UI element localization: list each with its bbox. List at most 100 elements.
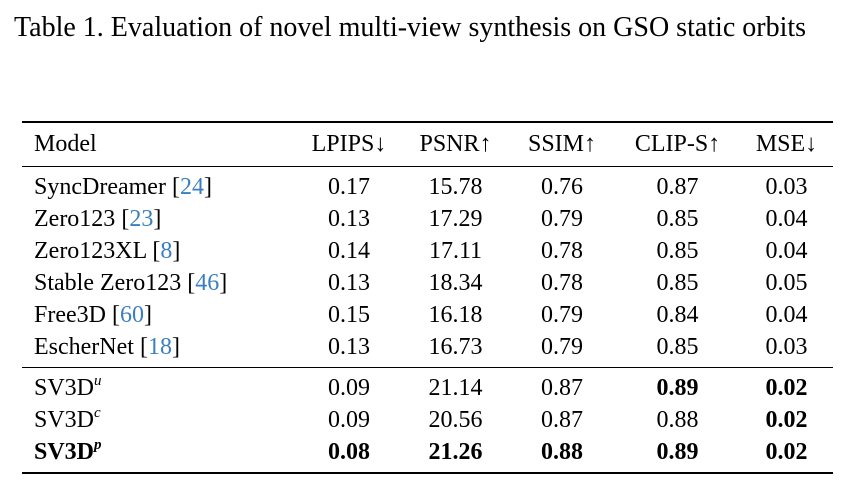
citation-bracket-close: ] (203, 174, 212, 200)
value-cell: 0.15 (328, 302, 370, 328)
header-clip-s: CLIP-S↑ (634, 131, 721, 157)
value-cell: 0.79 (541, 302, 583, 328)
value-cell: 0.13 (328, 270, 370, 296)
table-row: Stable Zero123 [46] 0.13 18.34 0.78 0.85 0.05 (22, 267, 833, 299)
citation-link[interactable]: 23 (129, 206, 154, 232)
value-cell: 0.88 (656, 407, 699, 433)
model-variant-superscript: u (94, 373, 102, 389)
value-cell: 0.76 (541, 174, 583, 200)
model-name-cell: Stable Zero123 [46] (22, 267, 296, 299)
model-name: Free3D (34, 302, 112, 328)
value-cell: 0.04 (765, 206, 808, 232)
citation-link[interactable]: 24 (179, 174, 204, 200)
model-name: Zero123 (34, 206, 122, 232)
table-row: SV3Du 0.09 21.14 0.87 0.89 0.02 (22, 368, 833, 405)
citation-bracket-close: ] (143, 302, 152, 328)
value-cell: 0.03 (765, 174, 808, 200)
sv3d-rows: SV3Du 0.09 21.14 0.87 0.89 0.02 SV3Dc 0.09 20.56… (22, 367, 833, 473)
citation-bracket-open: [ (152, 238, 161, 264)
table-row: SV3Dp 0.08 21.26 0.88 0.89 0.02 (22, 436, 833, 473)
value-cell: 0.79 (541, 206, 583, 232)
citation-bracket-open: [ (171, 174, 180, 200)
value-cell: 0.09 (328, 407, 370, 433)
model-name: EscherNet (34, 334, 140, 360)
header-row: Model LPIPS↓ PSNR↑ SSIM↑ CLIP-S↑ MSE↓ (22, 122, 833, 167)
value-cell: 0.85 (656, 334, 699, 360)
value-cell: 0.05 (765, 270, 808, 296)
citation-bracket-close: ] (172, 238, 181, 264)
citation-link[interactable]: 46 (195, 270, 220, 296)
value-cell: 0.84 (656, 302, 699, 328)
model-name-cell: EscherNet [18] (22, 331, 296, 368)
baseline-rows: SyncDreamer [24] 0.17 15.78 0.76 0.87 0.03 Zer… (22, 167, 833, 368)
value-cell: 16.18 (428, 302, 483, 328)
model-name-cell: SV3Dp (22, 436, 296, 473)
value-cell: 16.73 (428, 334, 483, 360)
header-model: Model (34, 131, 97, 157)
model-name: Zero123XL (34, 238, 153, 264)
table-row: Zero123 [23] 0.13 17.29 0.79 0.85 0.04 (22, 203, 833, 235)
citation-link[interactable]: 18 (147, 334, 172, 360)
model-name-cell: Zero123 [23] (22, 203, 296, 235)
model-variant-superscript: p (94, 437, 102, 453)
value-cell: 0.79 (541, 334, 583, 360)
table-row: SyncDreamer [24] 0.17 15.78 0.76 0.87 0.03 (22, 167, 833, 204)
value-cell: 0.88 (541, 439, 583, 465)
value-cell: 21.26 (428, 439, 483, 465)
citation-bracket-open: [ (187, 270, 196, 296)
citation-bracket-open: [ (139, 334, 148, 360)
value-cell: 0.87 (541, 407, 583, 433)
value-cell: 0.85 (656, 270, 699, 296)
model-name: SV3D (34, 375, 95, 401)
citation-link[interactable]: 60 (119, 302, 144, 328)
value-cell: 21.14 (428, 375, 483, 401)
model-name: Stable Zero123 (34, 270, 188, 296)
model-variant-superscript: c (94, 405, 101, 421)
citation-bracket-close: ] (171, 334, 180, 360)
value-cell: 0.89 (656, 439, 699, 465)
value-cell: 0.02 (765, 375, 808, 401)
table-row: Zero123XL [8] 0.14 17.11 0.78 0.85 0.04 (22, 235, 833, 267)
value-cell: 0.85 (656, 206, 699, 232)
model-name-cell: Free3D [60] (22, 299, 296, 331)
value-cell: 0.09 (328, 375, 370, 401)
table-row: SV3Dc 0.09 20.56 0.87 0.88 0.02 (22, 404, 833, 436)
value-cell: 15.78 (428, 174, 483, 200)
model-name: SyncDreamer (34, 174, 172, 200)
model-name-cell: SV3Dc (22, 404, 296, 436)
citation-bracket-open: [ (111, 302, 120, 328)
model-name-cell: SyncDreamer [24] (22, 167, 296, 204)
citation-bracket-close: ] (219, 270, 228, 296)
citation-bracket-open: [ (121, 206, 130, 232)
value-cell: 0.08 (328, 439, 370, 465)
model-name-cell: Zero123XL [8] (22, 235, 296, 267)
value-cell: 0.04 (765, 238, 808, 264)
value-cell: 17.29 (428, 206, 483, 232)
model-name-cell: SV3Du (22, 368, 296, 405)
table-caption: Table 1. Evaluation of novel multi-view … (14, 12, 807, 43)
header-psnr: PSNR↑ (419, 131, 492, 157)
value-cell: 0.02 (765, 407, 808, 433)
model-name: SV3D (34, 407, 95, 433)
citation-link[interactable]: 8 (160, 238, 173, 264)
results-table: Model LPIPS↓ PSNR↑ SSIM↑ CLIP-S↑ MSE↓ Sy… (22, 121, 833, 474)
model-name: SV3D (34, 439, 95, 465)
table-row: EscherNet [18] 0.13 16.73 0.79 0.85 0.03 (22, 331, 833, 368)
header-mse: MSE↓ (755, 131, 818, 157)
value-cell: 0.04 (765, 302, 808, 328)
value-cell: 0.02 (765, 439, 808, 465)
header-lpips: LPIPS↓ (311, 131, 387, 157)
header-ssim: SSIM↑ (527, 131, 597, 157)
value-cell: 0.87 (656, 174, 699, 200)
citation-bracket-close: ] (153, 206, 162, 232)
value-cell: 0.78 (541, 238, 583, 264)
value-cell: 0.85 (656, 238, 699, 264)
value-cell: 20.56 (428, 407, 483, 433)
value-cell: 0.13 (328, 334, 370, 360)
value-cell: 17.11 (428, 238, 483, 264)
table-row: Free3D [60] 0.15 16.18 0.79 0.84 0.04 (22, 299, 833, 331)
value-cell: 0.17 (328, 174, 370, 200)
value-cell: 0.13 (328, 206, 370, 232)
value-cell: 0.14 (328, 238, 370, 264)
value-cell: 0.89 (656, 375, 699, 401)
